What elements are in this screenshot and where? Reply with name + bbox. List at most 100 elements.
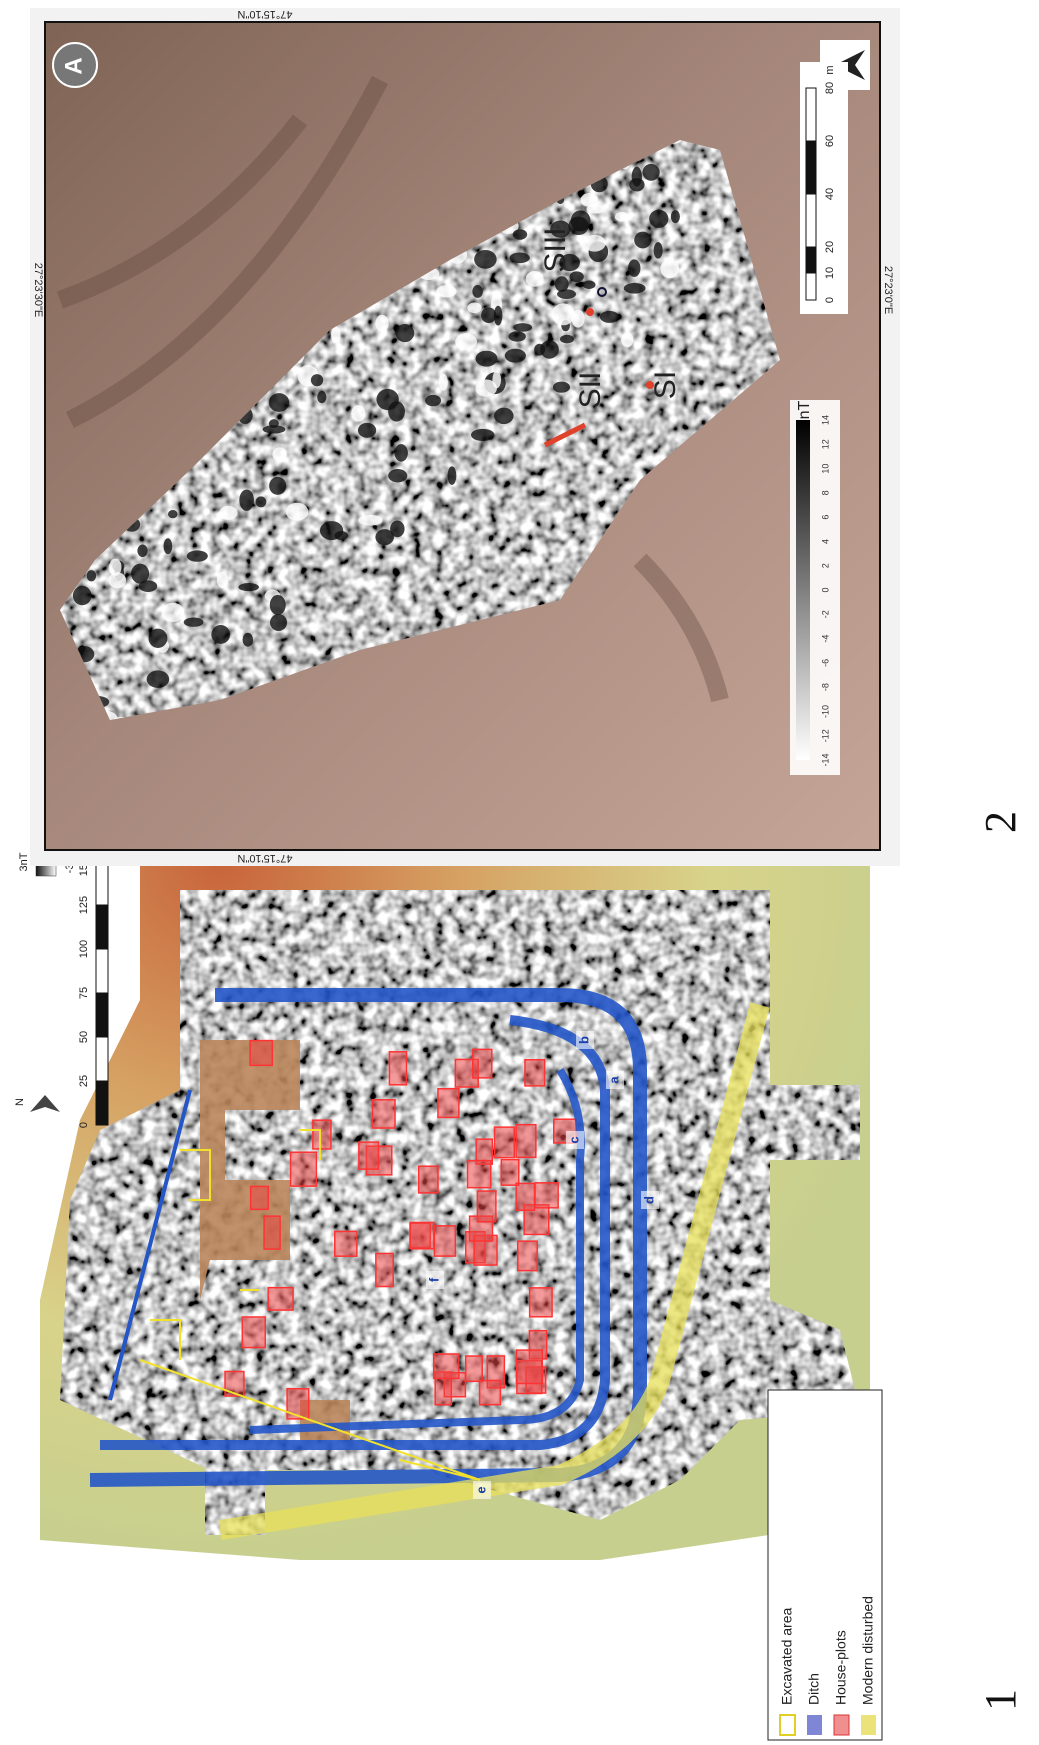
anomaly [475,350,498,367]
anomaly [108,572,127,589]
house-plot [289,1151,318,1187]
feature-label-box [576,1031,594,1049]
feature-label: e [473,1486,488,1493]
scale-label: m [824,65,836,74]
anomaly [255,496,267,508]
anomaly [358,514,383,526]
anomaly [631,166,642,187]
feature-label-box [606,1071,624,1089]
anomaly [146,670,170,688]
house-plot [312,1119,332,1150]
house-plot [466,1159,492,1189]
anomaly [571,309,585,328]
house-plot [263,1215,281,1250]
anomaly [262,425,286,434]
anomaly [161,602,185,622]
scale-segment [95,1080,109,1126]
house-plot [358,1141,380,1170]
anomaly [319,521,344,541]
anomaly [242,632,254,647]
anomaly [394,444,408,462]
house-plot [534,1182,559,1209]
legend-swatch [807,1715,822,1735]
colorbar-tick-label: -12 [820,729,830,742]
longitude-label: 27°23'0"E [882,266,894,314]
site-marker [646,381,654,389]
house-plot [464,1355,483,1383]
badge-label: A [60,57,87,74]
house-plot [371,1099,396,1129]
anomaly [599,310,619,323]
scale-label: 0 [78,1122,90,1128]
scale-label: 20 [824,241,836,253]
latitude-label: 47°15'10"N [237,8,292,20]
feature-label: b [576,1036,591,1044]
excavated-outline [139,1129,481,1481]
house-plot [249,1039,274,1067]
scale-segment [805,246,817,274]
anomaly [467,302,482,314]
scale-segment [805,193,817,248]
colorbar-tick-label: -8 [820,683,830,691]
anomaly [494,407,514,425]
scale-segment [95,860,109,906]
anomaly [310,374,324,387]
anomaly [475,379,497,397]
panel-number: 2 [976,811,1025,833]
anomaly [216,571,229,589]
site-label: SIII [539,227,572,272]
anomaly [390,520,405,538]
feature-label: c [566,1136,581,1143]
house-plot [516,1240,538,1272]
anomaly [317,390,327,404]
colorbar-tick-label: 4 [820,539,830,544]
anomaly [167,509,178,519]
panel-number: 1 [976,1689,1025,1711]
anomaly [634,231,652,249]
anomaly [138,580,158,593]
anomaly [582,280,596,289]
scale-label: 10 [824,267,836,279]
scale-segment [95,948,109,994]
anomaly [508,331,526,342]
site-marker [597,287,607,297]
ditch [249,1067,585,1434]
house-plot [224,1370,245,1397]
house-plot [515,1349,544,1385]
scale-label: 40 [824,188,836,200]
anomaly [586,204,605,214]
anomaly [554,276,569,292]
site-label: SII [574,372,607,409]
modern-disturbed [218,1002,770,1540]
anomaly [472,285,483,298]
scale-label: 125 [78,896,90,914]
colorbar-ticks: -14 -12 -10 -8 -6 -4 -2 0 2 4 6 8 10 12 14 [820,415,830,767]
legend-swatch [833,1714,850,1736]
anomaly [583,234,606,252]
feature-label: f [426,1277,441,1282]
anomaly [455,333,478,351]
anomaly [109,558,122,576]
house-plot [417,1165,439,1194]
anomaly [493,305,503,326]
house-plot [476,1190,497,1223]
feature-label-box [566,1131,584,1149]
anomaly [525,271,544,287]
anomaly [621,332,634,348]
scale-label: 50 [78,1031,90,1043]
house-plot [432,1353,460,1380]
colorbar-tick-label: -10 [820,705,830,718]
anomaly [653,242,663,259]
feature-label-box [426,1271,444,1289]
house-plot [241,1316,267,1349]
feature-labels: a b c d e f [426,1031,659,1499]
legend-label: Ditch [806,1673,822,1705]
colorbar-tick-label: 14 [820,415,830,425]
anomaly [474,249,497,269]
scale-label: 25 [78,1075,90,1087]
longitude-label: 27°23'30"E [32,263,44,317]
anomaly [559,253,580,272]
colorbar-tick-label: -2 [820,610,830,618]
